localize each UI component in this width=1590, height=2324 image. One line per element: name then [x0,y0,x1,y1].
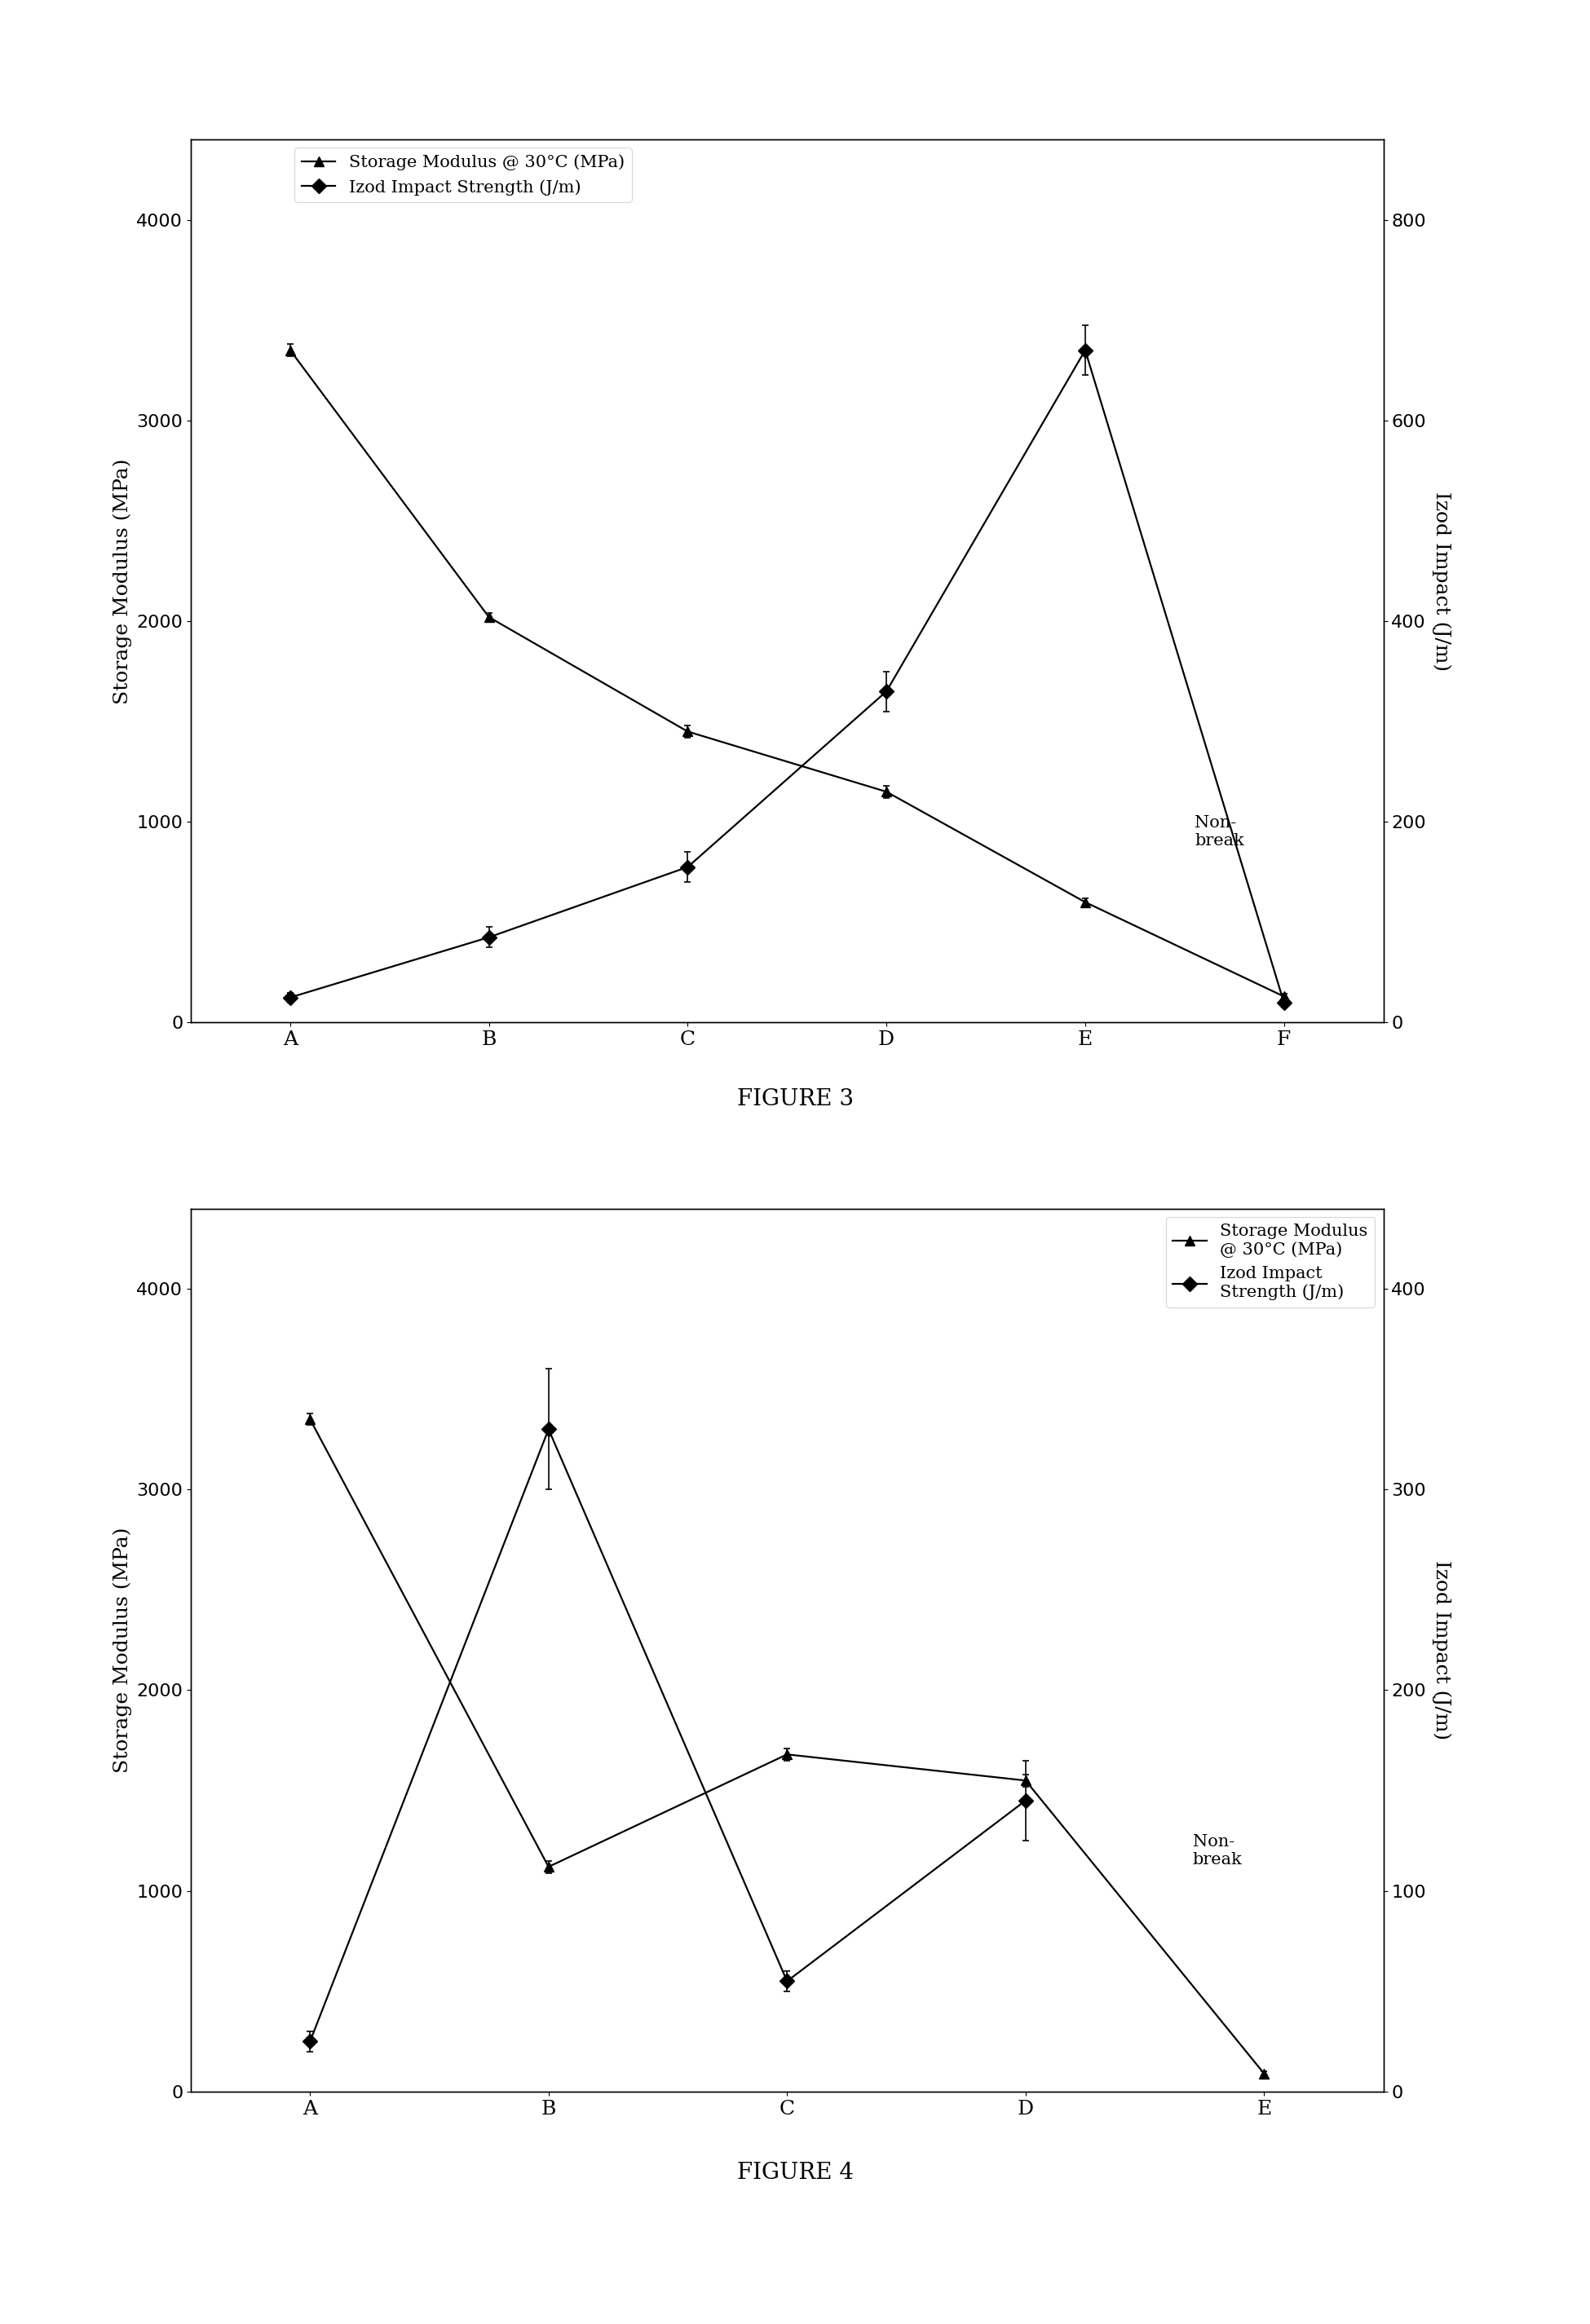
Y-axis label: Izod Impact (J/m): Izod Impact (J/m) [1431,490,1452,672]
Text: Non-
break: Non- break [1194,816,1243,848]
Y-axis label: Storage Modulus (MPa): Storage Modulus (MPa) [113,458,132,704]
Legend: Storage Modulus
@ 30°C (MPa), Izod Impact
Strength (J/m): Storage Modulus @ 30°C (MPa), Izod Impac… [1165,1218,1375,1306]
Text: FIGURE 3: FIGURE 3 [736,1088,854,1111]
Y-axis label: Storage Modulus (MPa): Storage Modulus (MPa) [113,1527,132,1773]
Text: Non-
break: Non- break [1192,1834,1242,1868]
Y-axis label: Izod Impact (J/m): Izod Impact (J/m) [1431,1559,1452,1741]
Legend: Storage Modulus @ 30°C (MPa), Izod Impact Strength (J/m): Storage Modulus @ 30°C (MPa), Izod Impac… [294,149,631,202]
Text: FIGURE 4: FIGURE 4 [736,2161,854,2185]
